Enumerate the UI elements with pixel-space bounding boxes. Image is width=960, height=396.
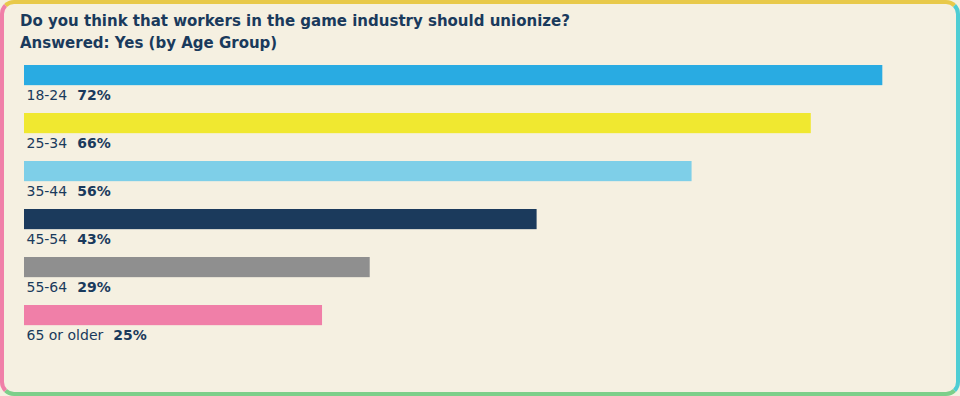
svg-text:25%: 25% [113, 327, 147, 343]
html-text:Answered: Yes (by Age Group): Answered: Yes (by Age Group) [20, 34, 278, 52]
svg-text:56%: 56% [77, 183, 111, 199]
html-text:Do you think that workers in t: Do you think that workers in the game in… [20, 12, 570, 30]
svg-text:72%: 72% [77, 87, 111, 103]
svg-text:55-64: 55-64 [27, 279, 68, 295]
svg-text:66%: 66% [77, 135, 111, 151]
svg-text:35-44: 35-44 [27, 183, 68, 199]
svg-text:45-54: 45-54 [27, 231, 68, 247]
svg-text:25-34: 25-34 [27, 135, 68, 151]
svg-text:18-24: 18-24 [27, 87, 68, 103]
svg-text:29%: 29% [77, 279, 111, 295]
svg-text:43%: 43% [77, 231, 111, 247]
svg-text:65 or older: 65 or older [27, 327, 104, 343]
